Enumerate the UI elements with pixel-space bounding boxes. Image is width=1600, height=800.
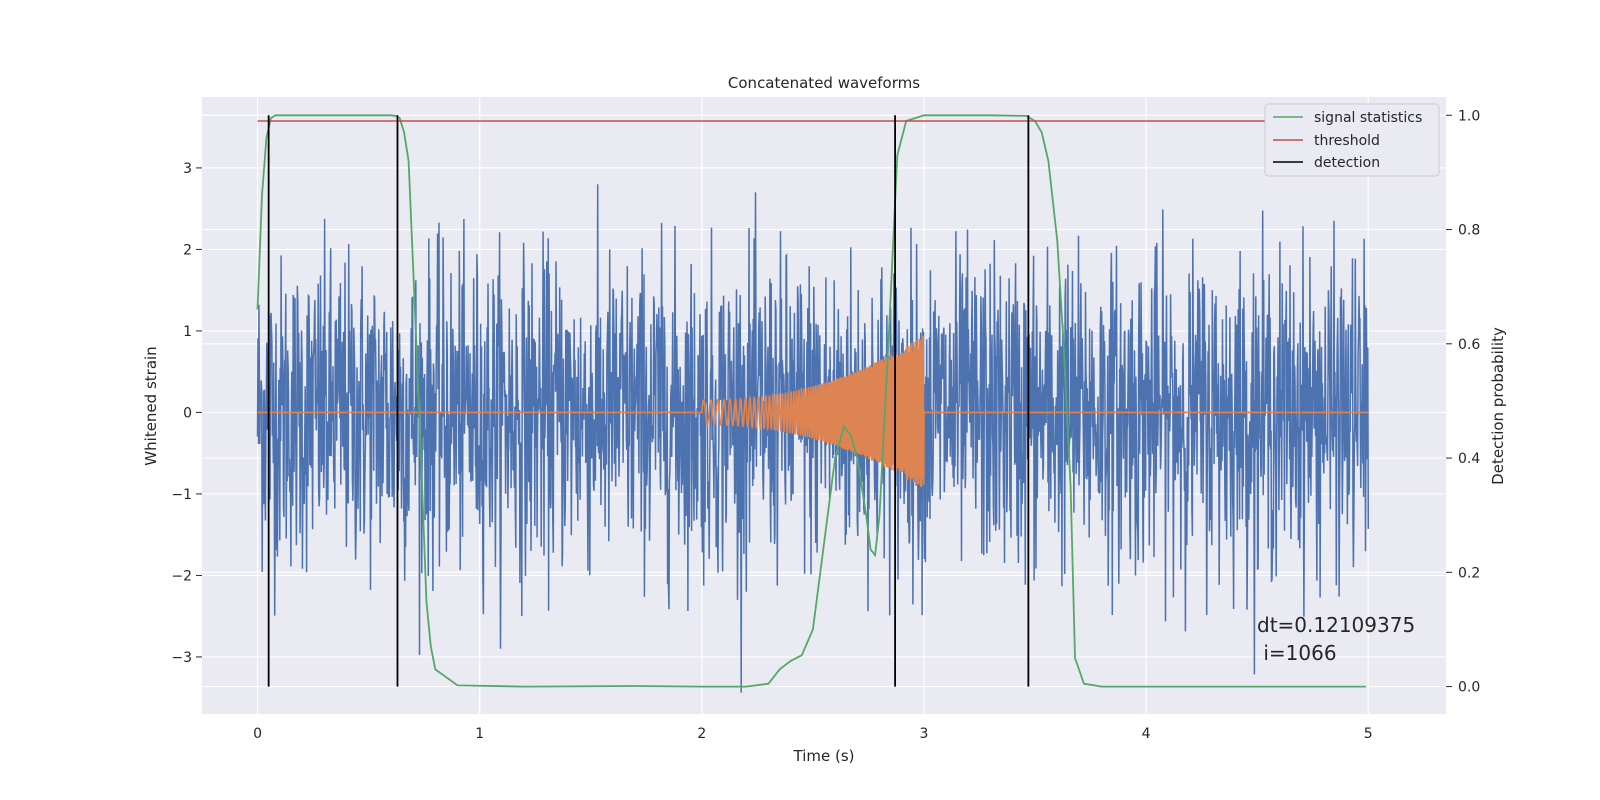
legend-box [1264, 103, 1440, 177]
y-right-tick-label: 0.2 [1458, 565, 1480, 581]
y-left-tick-label: 1 [183, 324, 192, 340]
y-right-axis-ticks: 0.0 0.2 0.4 0.6 0.8 1.0 [1446, 108, 1480, 696]
x-tick-label: 5 [1364, 726, 1373, 742]
annotation-index: i=1066 [1257, 641, 1337, 665]
x-tick-label: 3 [920, 726, 929, 742]
x-axis-ticks: 0 1 2 3 4 5 [253, 726, 1373, 742]
annotation-dt: dt=0.12109375 [1257, 613, 1415, 637]
legend-label-threshold: threshold [1314, 133, 1380, 149]
y-right-axis-label: Detection probability [1489, 327, 1507, 485]
legend-label-statistics: signal statistics [1314, 110, 1422, 126]
noise-strain-line [256, 184, 1370, 693]
y-right-tick-label: 0.6 [1458, 337, 1480, 353]
plot-area [256, 114, 1370, 693]
legend-label-detection: detection [1314, 155, 1380, 171]
y-left-axis-ticks: −3 −2 −1 0 1 2 3 [171, 161, 202, 666]
y-right-tick-label: 0.8 [1458, 223, 1480, 239]
y-left-tick-label: 0 [183, 405, 192, 421]
y-right-tick-label: 0.4 [1458, 451, 1480, 467]
x-tick-label: 2 [697, 726, 706, 742]
detection-lines [267, 115, 1030, 687]
legend: signal statistics threshold detection [1264, 103, 1440, 177]
chart-title: Concatenated waveforms [728, 74, 920, 92]
x-tick-label: 1 [475, 726, 484, 742]
x-tick-label: 0 [253, 726, 262, 742]
x-axis-label: Time (s) [793, 747, 855, 765]
chirp-signal-line [257, 335, 1369, 488]
y-right-tick-label: 1.0 [1458, 108, 1480, 124]
signal-statistics-line [256, 114, 1366, 688]
y-left-axis-label: Whitened strain [142, 346, 160, 465]
y-left-tick-label: −1 [171, 487, 192, 503]
y-left-tick-label: 2 [183, 242, 192, 258]
y-left-tick-label: −3 [171, 650, 192, 666]
y-left-tick-label: 3 [183, 161, 192, 177]
y-right-tick-label: 0.0 [1458, 680, 1480, 696]
y-left-tick-label: −2 [171, 568, 192, 584]
x-tick-label: 4 [1142, 726, 1151, 742]
